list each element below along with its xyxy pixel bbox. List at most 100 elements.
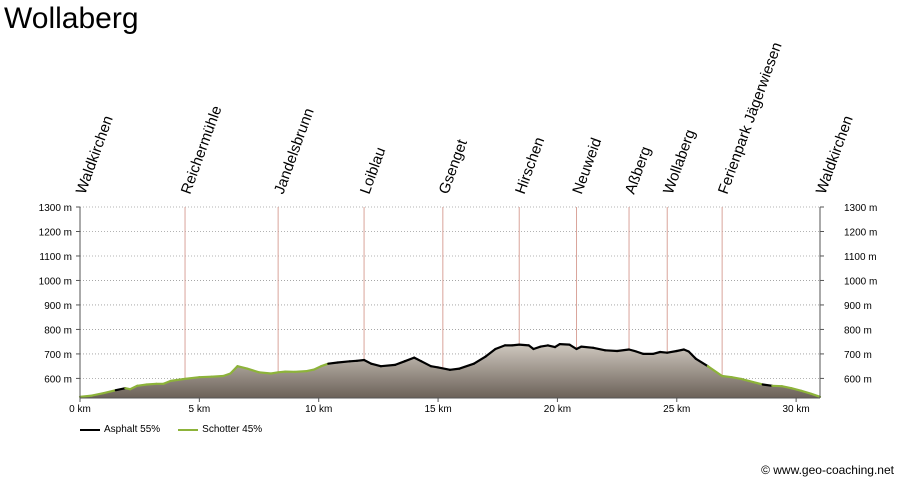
profile-segment-schotter bbox=[210, 374, 225, 378]
waypoint-labels: Waldkirchen Reichermühle Jandelsbrunn Loibl… bbox=[73, 40, 857, 196]
profile-segment-schotter bbox=[312, 365, 323, 371]
profile-segment-asphalt bbox=[348, 359, 358, 363]
waypoint-lines bbox=[79, 207, 821, 398]
profile-segment-asphalt bbox=[580, 345, 595, 349]
profile-segment-asphalt bbox=[379, 363, 397, 368]
profile-segment-asphalt bbox=[394, 360, 406, 366]
chart-title: Wollaberg bbox=[4, 2, 139, 35]
profile-segment-schotter bbox=[183, 376, 201, 380]
y-tick-label-right: 1200 m bbox=[844, 227, 877, 238]
profile-segment-asphalt bbox=[336, 360, 351, 364]
profile-segment-asphalt bbox=[363, 358, 373, 365]
y-tick-label-left: 900 m bbox=[44, 301, 72, 312]
profile-segment-schotter bbox=[269, 371, 280, 375]
legend-label-asphalt: Asphalt 55% bbox=[104, 424, 161, 435]
profile-segment-asphalt bbox=[658, 350, 669, 354]
profile-segment-asphalt bbox=[675, 348, 686, 353]
profile-segment-schotter bbox=[809, 392, 822, 398]
y-tick-label-right: 1300 m bbox=[844, 203, 877, 214]
waypoint-label: Waldkirchen bbox=[813, 114, 857, 197]
profile-segment-asphalt bbox=[694, 357, 709, 368]
profile-segment-asphalt bbox=[558, 343, 571, 346]
profile-segment-asphalt bbox=[627, 348, 638, 353]
legend: Asphalt 55% Schotter 45% bbox=[80, 424, 262, 435]
profile-segment-asphalt bbox=[518, 343, 530, 347]
profile-segment-schotter bbox=[129, 384, 139, 391]
profile-segment-asphalt bbox=[494, 344, 506, 351]
waypoint-label: Aßberg bbox=[622, 144, 655, 196]
legend-item-schotter: Schotter 45% bbox=[178, 424, 262, 435]
y-tick-label-left: 800 m bbox=[44, 325, 72, 336]
waypoint-label: Ferienpark Jägerwiesen bbox=[715, 40, 786, 196]
profile-segment-asphalt bbox=[458, 362, 475, 370]
y-tick-label-left: 700 m bbox=[44, 350, 72, 361]
profile-segment-asphalt bbox=[568, 343, 578, 351]
elevation-area bbox=[78, 343, 822, 398]
profile-segment-asphalt bbox=[327, 361, 339, 365]
profile-segment-asphalt bbox=[635, 350, 645, 355]
x-tick-label: 20 km bbox=[544, 404, 571, 415]
profile-segment-asphalt bbox=[666, 349, 678, 354]
profile-segment-schotter bbox=[222, 372, 232, 378]
profile-segment-schotter bbox=[790, 387, 803, 392]
profile-segment-schotter bbox=[236, 365, 249, 370]
y-tick-label-right: 900 m bbox=[844, 301, 872, 312]
profile-segment-asphalt bbox=[615, 348, 631, 353]
y-tick-label-right: 700 m bbox=[844, 350, 872, 361]
profile-segment-schotter bbox=[293, 370, 308, 373]
profile-segment-schotter bbox=[799, 389, 812, 395]
y-tick-label-right: 1100 m bbox=[844, 252, 877, 263]
y-tick-label-left: 1200 m bbox=[39, 227, 72, 238]
credit: © www.geo-coaching.net bbox=[761, 463, 894, 477]
profile-segment-asphalt bbox=[651, 350, 662, 355]
x-tick-label: 5 km bbox=[189, 404, 211, 415]
profile-segment-schotter bbox=[780, 385, 793, 390]
profile-segment-schotter bbox=[78, 394, 94, 398]
profile-segment-asphalt bbox=[761, 383, 774, 387]
profile-segment-schotter bbox=[752, 381, 764, 386]
profile-segment-asphalt bbox=[370, 362, 382, 368]
profile-segment-asphalt bbox=[539, 344, 550, 348]
legend-item-asphalt: Asphalt 55% bbox=[80, 424, 160, 435]
profile-segment-schotter bbox=[257, 371, 273, 375]
x-tick-label: 0 km bbox=[69, 404, 91, 415]
waypoint-label: Loiblau bbox=[357, 145, 390, 196]
waypoint-label: Gsenget bbox=[436, 136, 472, 196]
profile-segment-asphalt bbox=[403, 356, 416, 363]
profile-segment-asphalt bbox=[687, 350, 698, 360]
profile-segment-schotter bbox=[246, 367, 261, 374]
grid bbox=[80, 206, 820, 379]
profile-segment-asphalt bbox=[592, 346, 607, 352]
x-tick-label: 25 km bbox=[663, 404, 690, 415]
profile-segment-schotter bbox=[229, 365, 239, 375]
y-tick-label-left: 1000 m bbox=[39, 276, 72, 287]
profile-segment-asphalt bbox=[546, 344, 557, 349]
x-tick-label: 10 km bbox=[305, 404, 332, 415]
profile-segment-asphalt bbox=[532, 345, 542, 351]
profile-segment-asphalt bbox=[420, 360, 432, 368]
profile-segment-asphalt bbox=[472, 355, 487, 365]
y-tick-label-right: 800 m bbox=[844, 325, 872, 336]
axes: 600 m 600 m 700 m 700 m 800 m 800 m 900 m 900 m… bbox=[39, 203, 878, 415]
x-tick-label: 15 km bbox=[424, 404, 451, 415]
waypoint-label: Wollaberg bbox=[660, 127, 699, 196]
legend-swatch-asphalt bbox=[80, 428, 100, 431]
waypoint-label: Waldkirchen bbox=[73, 114, 117, 197]
y-tick-label-left: 1100 m bbox=[39, 252, 72, 263]
waypoint-label: Neuweid bbox=[569, 136, 605, 197]
profile-segment-schotter bbox=[706, 365, 724, 378]
profile-segment-asphalt bbox=[510, 343, 521, 347]
waypoint-label: Reichermühle bbox=[178, 104, 226, 197]
profile-segment-schotter bbox=[102, 389, 117, 395]
elevation-fill bbox=[80, 344, 820, 398]
profile-segment-schotter bbox=[305, 368, 315, 373]
profile-segment-schotter bbox=[720, 374, 733, 379]
waypoint-label: Jandelsbrunn bbox=[271, 106, 318, 196]
profile-segment-asphalt bbox=[429, 365, 440, 369]
profile-segment-schotter bbox=[90, 392, 106, 397]
x-tick-label: 30 km bbox=[783, 404, 810, 415]
profile-segment-schotter bbox=[198, 375, 213, 379]
legend-label-schotter: Schotter 45% bbox=[202, 424, 263, 435]
profile-segment-schotter bbox=[277, 370, 287, 374]
profile-segment-asphalt bbox=[448, 367, 461, 371]
